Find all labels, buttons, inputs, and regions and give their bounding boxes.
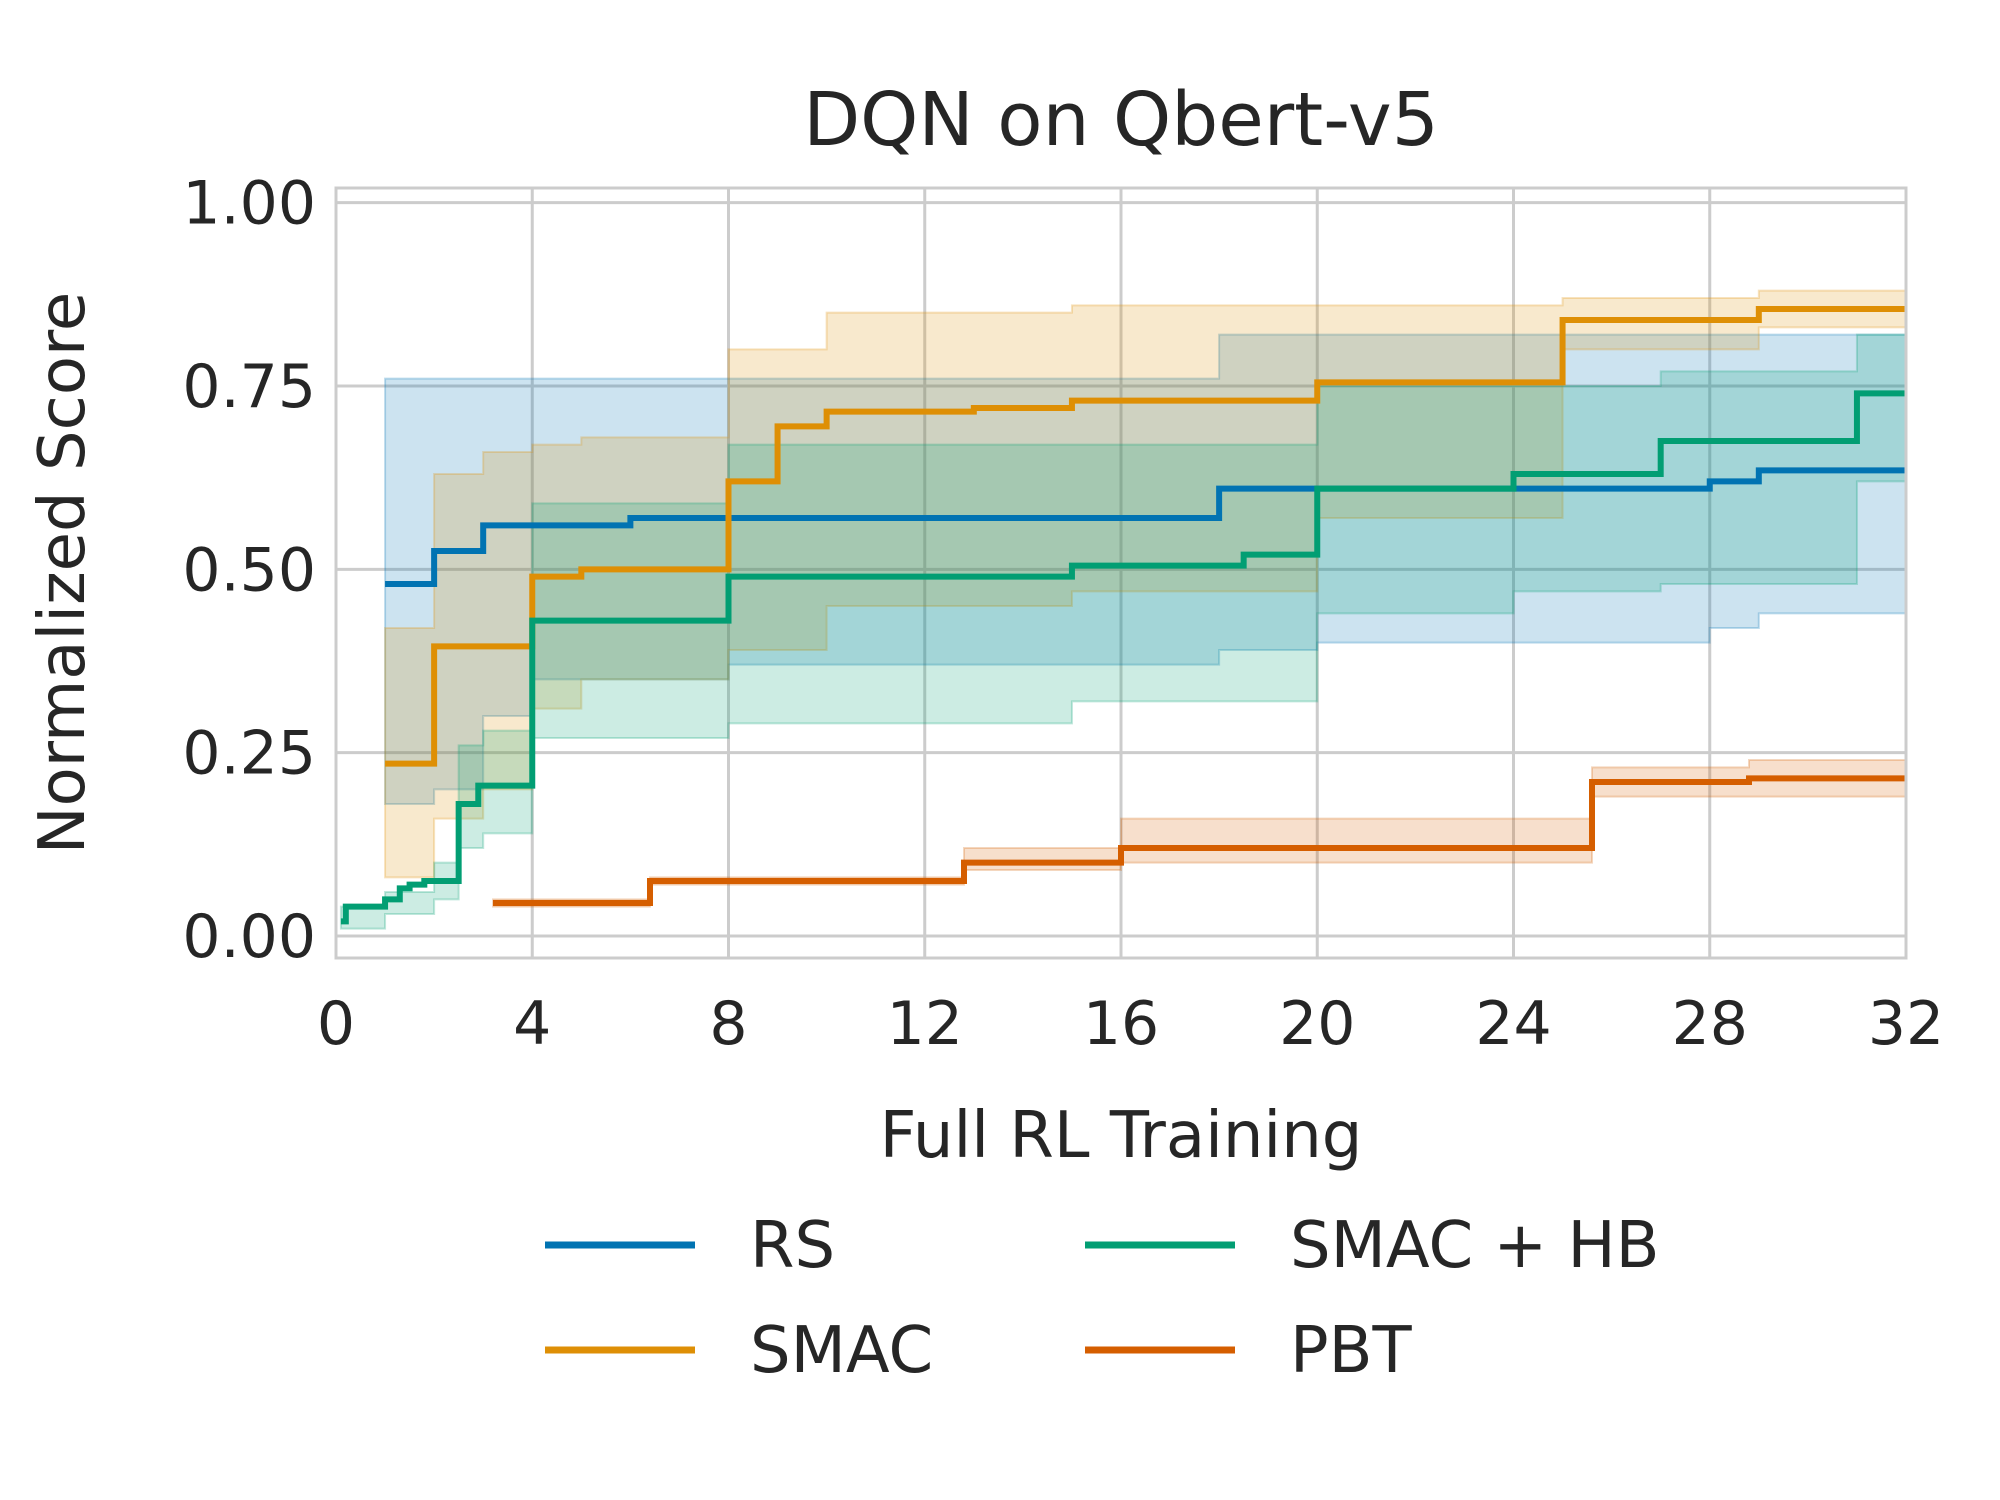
y-tick-label: 0.00	[182, 902, 316, 972]
legend-label-smac: SMAC	[750, 1314, 933, 1388]
band-smac	[384, 289, 1907, 879]
y-axis-label: Normalized Score	[26, 292, 100, 855]
series-line-pbt	[493, 775, 1906, 906]
x-axis-label: Full RL Training	[880, 1099, 1363, 1173]
series-line-smac-hb	[340, 390, 1906, 925]
y-tick-label: 1.00	[182, 169, 316, 239]
y-tick-label: 0.50	[182, 535, 316, 605]
x-tick-label: 24	[1475, 989, 1551, 1059]
legend-label-smac-hb: SMAC + HB	[1290, 1209, 1660, 1283]
series-lines	[340, 306, 1906, 925]
y-tick-labels: 0.00 0.25 0.50 0.75 1.00	[182, 169, 316, 972]
x-tick-labels: 0 4 8 12 16 20 24 28 32	[317, 989, 1944, 1059]
y-tick-label: 0.25	[182, 719, 316, 789]
x-tick-label: 28	[1672, 989, 1748, 1059]
chart-title: DQN on Qbert-v5	[803, 77, 1439, 163]
legend: RS SMAC SMAC + HB PBT	[545, 1209, 1660, 1388]
series-line-smac	[385, 306, 1906, 767]
x-tick-label: 32	[1868, 989, 1944, 1059]
x-tick-label: 4	[513, 989, 551, 1059]
y-tick-label: 0.75	[182, 352, 316, 422]
plot-frame	[334, 186, 1908, 960]
x-tick-label: 16	[1083, 989, 1159, 1059]
band-rs	[384, 333, 1907, 805]
legend-label-rs: RS	[750, 1209, 835, 1283]
x-tick-label: 12	[887, 989, 963, 1059]
x-tick-label: 8	[709, 989, 747, 1059]
x-tick-label: 0	[317, 989, 355, 1059]
x-tick-label: 20	[1279, 989, 1355, 1059]
legend-label-pbt: PBT	[1290, 1314, 1413, 1388]
series-line-rs	[385, 467, 1906, 587]
